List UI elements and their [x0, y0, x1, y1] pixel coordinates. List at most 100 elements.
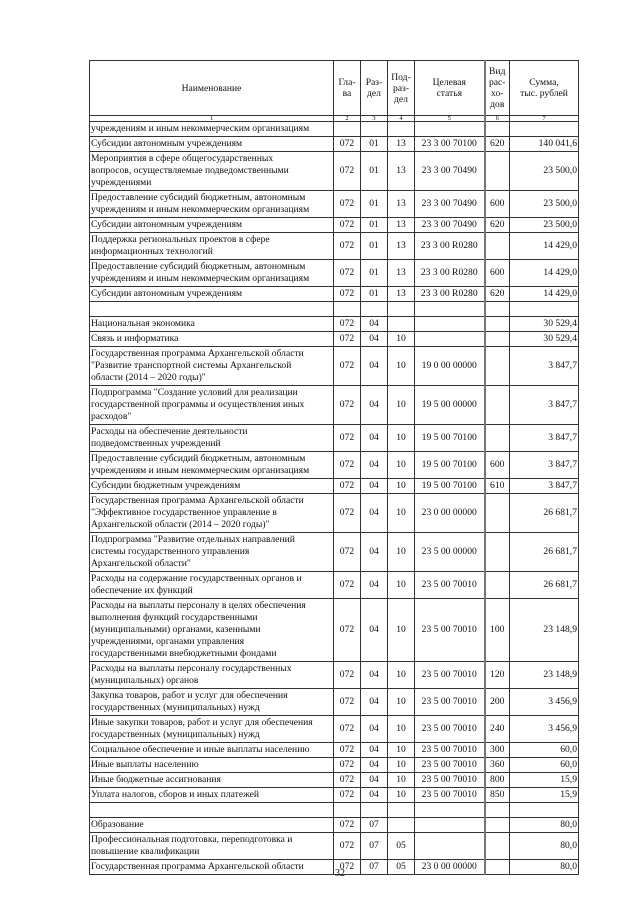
cell-sum: 140 041,6 [509, 136, 579, 152]
cell-vid: 600 [483, 451, 510, 479]
cell-podrazdel [387, 301, 415, 317]
table-row [89, 301, 579, 317]
cell-razdel: 01 [360, 190, 388, 218]
cell-glava: 072 [333, 331, 361, 347]
cell-glava: 072 [333, 742, 361, 758]
cell-glava: 072 [333, 385, 361, 425]
cell-podrazdel [387, 121, 415, 137]
cell-sum: 30 529,4 [509, 316, 579, 332]
cell-razdel: 04 [360, 331, 388, 347]
cell-glava: 072 [333, 532, 361, 572]
cell-name: Профессиональная подготовка, переподгото… [89, 832, 334, 860]
cell-vid [483, 121, 510, 137]
cell-name: Иные выплаты населению [89, 757, 334, 773]
table-row: Подпрограмма "Создание условий для реали… [89, 385, 579, 425]
cell-sum: 26 681,7 [509, 493, 579, 533]
cell-vid: 620 [483, 286, 510, 302]
cell-name: Субсидии автономным учреждениям [89, 286, 334, 302]
table-body: учреждениям и иным некоммерческим органи… [89, 121, 579, 875]
cell-target: 19 5 00 00000 [414, 385, 485, 425]
table-row: Предоставление субсидий бюджетным, автон… [89, 259, 579, 287]
cell-name: Расходы на обеспечение деятельности подв… [89, 424, 334, 452]
cell-vid: 300 [483, 742, 510, 758]
cell-razdel: 04 [360, 688, 388, 716]
cell-name: Государственная программа Архангельской … [89, 346, 334, 386]
cell-podrazdel: 10 [387, 571, 415, 599]
cell-podrazdel: 13 [387, 136, 415, 152]
cell-vid: 620 [483, 136, 510, 152]
cell-razdel: 01 [360, 151, 388, 191]
cell-sum: 23 500,0 [509, 151, 579, 191]
cell-podrazdel: 10 [387, 331, 415, 347]
cell-glava: 072 [333, 217, 361, 233]
cell-target: 23 5 00 70010 [414, 661, 485, 689]
cell-name: Предоставление субсидий бюджетным, автон… [89, 259, 334, 287]
cell-name: Расходы на выплаты персоналу государстве… [89, 661, 334, 689]
cell-podrazdel: 10 [387, 598, 415, 662]
cell-name: Иные закупки товаров, работ и услуг для … [89, 715, 334, 743]
cell-vid [483, 832, 510, 860]
cell-razdel [360, 802, 388, 818]
table-row: Иные выплаты населению 072 04 10 23 5 00 700… [89, 757, 579, 773]
cell-vid [483, 385, 510, 425]
table-row: учреждениям и иным некоммерческим органи… [89, 121, 579, 137]
cell-razdel: 07 [360, 832, 388, 860]
cell-vid [483, 571, 510, 599]
header-target: Целевая статья [414, 60, 485, 116]
cell-podrazdel: 10 [387, 385, 415, 425]
cell-razdel: 04 [360, 316, 388, 332]
cell-vid [483, 424, 510, 452]
cell-target: 23 5 00 70010 [414, 598, 485, 662]
cell-sum: 80,0 [509, 832, 579, 860]
table-row: Предоставление субсидий бюджетным, автон… [89, 190, 579, 218]
cell-podrazdel: 13 [387, 190, 415, 218]
cell-podrazdel: 13 [387, 286, 415, 302]
table-row: Государственная программа Архангельской … [89, 346, 579, 386]
table-row: Образование 072 07 80,0 [89, 817, 579, 833]
cell-podrazdel: 10 [387, 346, 415, 386]
table-row: Уплата налогов, сборов и иных платежей 07… [89, 787, 579, 803]
cell-sum [509, 121, 579, 137]
table-row [89, 802, 579, 818]
cell-vid: 600 [483, 190, 510, 218]
cell-sum: 14 429,0 [509, 259, 579, 287]
cell-podrazdel: 10 [387, 742, 415, 758]
cell-glava: 072 [333, 451, 361, 479]
cell-podrazdel: 10 [387, 772, 415, 788]
cell-target: 23 5 00 70010 [414, 571, 485, 599]
cell-sum: 23 148,9 [509, 661, 579, 689]
cell-target: 23 5 00 70010 [414, 715, 485, 743]
cell-glava: 072 [333, 772, 361, 788]
cell-razdel: 04 [360, 478, 388, 494]
cell-sum: 3 847,7 [509, 478, 579, 494]
cell-razdel: 04 [360, 598, 388, 662]
cell-sum: 14 429,0 [509, 232, 579, 260]
column-numbers-row: 1 2 3 4 5 6 7 [89, 115, 579, 122]
cell-podrazdel: 05 [387, 832, 415, 860]
cell-name: Уплата налогов, сборов и иных платежей [89, 787, 334, 803]
table-row: Субсидии бюджетным учреждениям 072 04 10 19 … [89, 478, 579, 494]
cell-podrazdel: 10 [387, 757, 415, 773]
cell-name: Национальная экономика [89, 316, 334, 332]
table-row: Расходы на обеспечение деятельности подв… [89, 424, 579, 452]
cell-sum: 23 500,0 [509, 217, 579, 233]
cell-razdel: 04 [360, 571, 388, 599]
table-row: Субсидии автономным учреждениям 072 01 13 23… [89, 286, 579, 302]
cell-target: 23 5 00 00000 [414, 532, 485, 572]
cell-vid [483, 232, 510, 260]
cell-glava: 072 [333, 493, 361, 533]
cell-sum: 15,9 [509, 772, 579, 788]
table-row: Иные закупки товаров, работ и услуг для … [89, 715, 579, 743]
cell-razdel: 04 [360, 757, 388, 773]
cell-target [414, 121, 485, 137]
cell-sum: 3 847,7 [509, 424, 579, 452]
header-name: Наименование [89, 60, 334, 116]
cell-sum: 23 148,9 [509, 598, 579, 662]
table-row: Предоставление субсидий бюджетным, автон… [89, 451, 579, 479]
table-header-row: Наименование Гла- ва Раз- дел Под- раз- … [89, 60, 579, 116]
cell-razdel: 04 [360, 715, 388, 743]
cell-name: Закупка товаров, работ и услуг для обесп… [89, 688, 334, 716]
cell-sum: 80,0 [509, 817, 579, 833]
cell-name: Иные бюджетные ассигнования [89, 772, 334, 788]
cell-sum: 14 429,0 [509, 286, 579, 302]
